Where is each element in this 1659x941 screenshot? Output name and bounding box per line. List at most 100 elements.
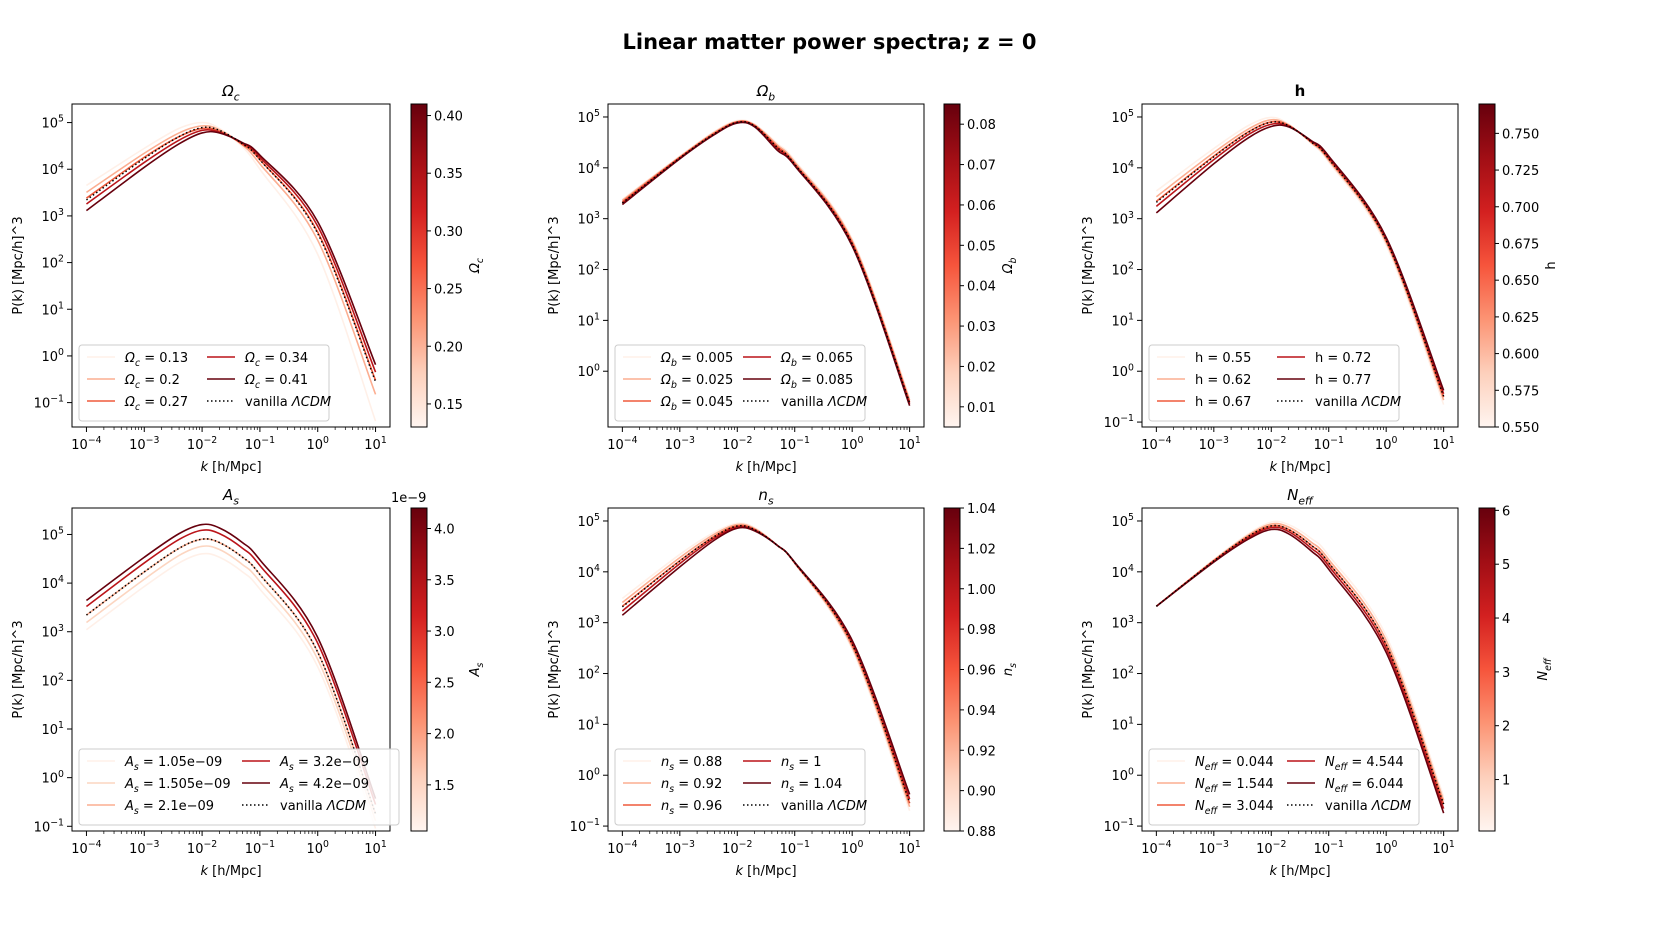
y-tick-label: 103 <box>42 623 65 641</box>
colorbar-tick-label: 3 <box>1502 666 1510 681</box>
legend-label: Ωc = 0.27 <box>124 395 188 413</box>
y-tick-label: 104 <box>578 159 601 177</box>
subplot-title: h <box>1295 82 1306 100</box>
x-tick-label: 101 <box>364 839 387 857</box>
legend-box <box>78 344 330 422</box>
subplot-title: As <box>222 486 239 508</box>
y-tick-label: 10−1 <box>1104 413 1134 431</box>
series-line-1 <box>85 552 377 829</box>
series-line-6 <box>86 538 377 815</box>
colorbar-tick-label: 0.94 <box>967 704 996 719</box>
x-tick-label: 10−2 <box>187 839 217 857</box>
colorbar-tick-label: 0.88 <box>967 825 996 840</box>
series-line-2 <box>85 545 377 822</box>
y-tick-label: 101 <box>42 720 65 738</box>
legend-label: vanilla ΛCDM <box>245 395 331 410</box>
y-tick-label: 101 <box>42 300 65 318</box>
x-tick-label: 10−2 <box>722 435 752 453</box>
legend-label: Neff = 4.544 <box>1325 755 1404 773</box>
colorbar-tick-label: 0.25 <box>434 283 463 298</box>
y-tick-label: 10−1 <box>34 394 64 412</box>
legend-label: Neff = 6.044 <box>1325 777 1404 795</box>
x-tick-label: 10−1 <box>245 435 275 453</box>
legend-box <box>1148 344 1400 422</box>
x-tick-label: 10−4 <box>1141 435 1171 453</box>
colorbar-tick-label: 0.40 <box>434 110 463 125</box>
subplot-1: 10−4 10−3 10−2 10−1 100 101 10−1 100 101 102 103 10… <box>11 82 486 475</box>
x-tick-label: 10−1 <box>245 839 275 857</box>
y-axis-label: P(k) [Mpc/h]^3 <box>547 216 562 314</box>
x-tick-label: 10−4 <box>71 435 101 453</box>
colorbar <box>943 103 961 428</box>
y-tick-label: 105 <box>1112 108 1135 126</box>
legend-label: Ωb = 0.005 <box>660 351 733 369</box>
subplot-2: 10−4 10−3 10−2 10−1 100 101 100 101 102 103 104 105… <box>547 82 1019 475</box>
y-tick-label: 100 <box>42 347 65 365</box>
legend-box <box>614 344 866 422</box>
colorbar-tick-label: 0.30 <box>434 225 463 240</box>
subplot-title: Ωb <box>756 82 775 104</box>
legend-label: h = 0.77 <box>1315 373 1371 388</box>
x-tick-label: 10−3 <box>1199 839 1229 857</box>
y-tick-label: 102 <box>1112 665 1135 683</box>
colorbar-tick-label: 0.675 <box>1502 237 1539 252</box>
legend: Ωc = 0.13 Ωc = 0.2 Ωc = 0.27 Ωc = 0.34 Ωc = … <box>78 344 331 422</box>
legend: As = 1.05e−09 As = 1.505e−09 As = 2.1e−09 A… <box>78 748 400 826</box>
x-tick-label: 101 <box>1432 435 1455 453</box>
x-axis-label: k [h/Mpc] <box>200 864 261 879</box>
legend-label: vanilla ΛCDM <box>1325 799 1411 814</box>
x-tick-label: 10−2 <box>722 839 752 857</box>
y-tick-label: 103 <box>578 614 601 632</box>
series-group <box>1155 116 1445 405</box>
x-tick-label: 10−4 <box>71 839 101 857</box>
x-tick-label: 10−4 <box>607 839 637 857</box>
colorbar-tick-label: 0.15 <box>434 398 463 413</box>
y-tick-label: 103 <box>1112 614 1135 632</box>
y-tick-label: 100 <box>1112 362 1135 380</box>
colorbar-tick-label: 2.5 <box>434 676 455 691</box>
series-line-5 <box>1155 124 1445 391</box>
series-line-5 <box>621 526 911 795</box>
axes-frame <box>1141 507 1459 832</box>
legend-label: vanilla ΛCDM <box>781 395 867 410</box>
legend-label: ns = 0.92 <box>661 777 722 795</box>
subplot-6: 10−4 10−3 10−2 10−1 100 101 10−1 100 101 102 103 10… <box>1081 486 1554 879</box>
x-tick-label: 10−2 <box>1256 435 1286 453</box>
colorbar-tick-label: 0.03 <box>967 320 996 335</box>
colorbar-tick-label: 0.02 <box>967 360 996 375</box>
x-tick-label: 101 <box>898 839 921 857</box>
series-line-6 <box>621 120 911 403</box>
legend: ns = 0.88 ns = 0.92 ns = 0.96 ns = 1 ns = 1.… <box>614 748 867 826</box>
legend-label: As = 1.505e−09 <box>124 777 231 795</box>
colorbar-tick-label: 0.90 <box>967 785 996 800</box>
legend: h = 0.55 h = 0.62 h = 0.67 h = 0.72 h = 0.77… <box>1148 344 1401 422</box>
figure-title: Linear matter power spectra; z = 0 <box>622 30 1037 54</box>
x-tick-label: 10−1 <box>1314 839 1344 857</box>
colorbar-tick-label: 0.35 <box>434 167 463 182</box>
y-tick-label: 100 <box>578 362 601 380</box>
legend-label: As = 2.1e−09 <box>124 799 214 817</box>
colorbar-tick-label: 4 <box>1502 612 1510 627</box>
series-group <box>621 522 911 812</box>
legend-label: Ωc = 0.2 <box>124 373 180 391</box>
x-tick-label: 101 <box>364 435 387 453</box>
colorbar-tick-label: 2.0 <box>434 728 455 743</box>
legend-label: ns = 0.88 <box>661 755 722 773</box>
y-tick-label: 103 <box>1112 210 1135 228</box>
y-tick-label: 102 <box>42 672 65 690</box>
y-tick-label: 101 <box>1112 312 1135 330</box>
y-tick-label: 102 <box>578 665 601 683</box>
x-axis-label: k [h/Mpc] <box>200 460 261 475</box>
y-axis-label: P(k) [Mpc/h]^3 <box>1081 216 1096 314</box>
colorbar-label: Ωc <box>468 257 486 274</box>
colorbar-tick-label: 1.00 <box>967 583 996 598</box>
subplot-5: 10−4 10−3 10−2 10−1 100 101 10−1 100 101 102 103 10… <box>547 486 1019 879</box>
legend-label: vanilla ΛCDM <box>1315 395 1401 410</box>
series-line-5 <box>85 130 377 365</box>
x-axis-label: k [h/Mpc] <box>1269 460 1330 475</box>
y-tick-label: 10−1 <box>34 817 64 835</box>
colorbar-tick-label: 3.5 <box>434 574 455 589</box>
legend-label: Ωc = 0.41 <box>244 373 308 391</box>
colorbar-tick-label: 4.0 <box>434 523 455 538</box>
colorbar-tick-label: 1.04 <box>967 502 996 517</box>
